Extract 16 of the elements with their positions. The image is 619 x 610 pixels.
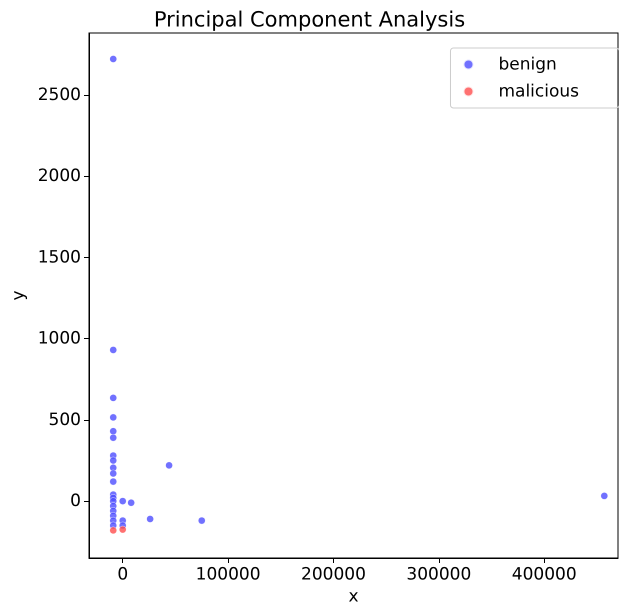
legend-label: malicious <box>498 82 580 102</box>
x-axis-title: x <box>348 586 359 606</box>
x-tick-label: 300000 <box>406 564 472 584</box>
x-tick-label: 100000 <box>196 564 261 584</box>
x-tick-label: 200000 <box>301 564 366 584</box>
legend-label: benign <box>498 54 557 74</box>
y-tick-label: 1000 <box>38 328 81 349</box>
y-tick-label: 500 <box>48 410 81 430</box>
y-tick-label: 2000 <box>38 166 81 186</box>
y-tick-label: 2500 <box>38 84 81 105</box>
x-tick-label: 0 <box>117 564 128 584</box>
chart-title: Principal Component Analysis <box>154 8 466 32</box>
x-tick-label: 400000 <box>512 564 577 584</box>
y-tick-label: 1500 <box>38 247 81 268</box>
y-axis-title: y <box>8 290 28 301</box>
y-tick-label: 0 <box>70 491 81 512</box>
